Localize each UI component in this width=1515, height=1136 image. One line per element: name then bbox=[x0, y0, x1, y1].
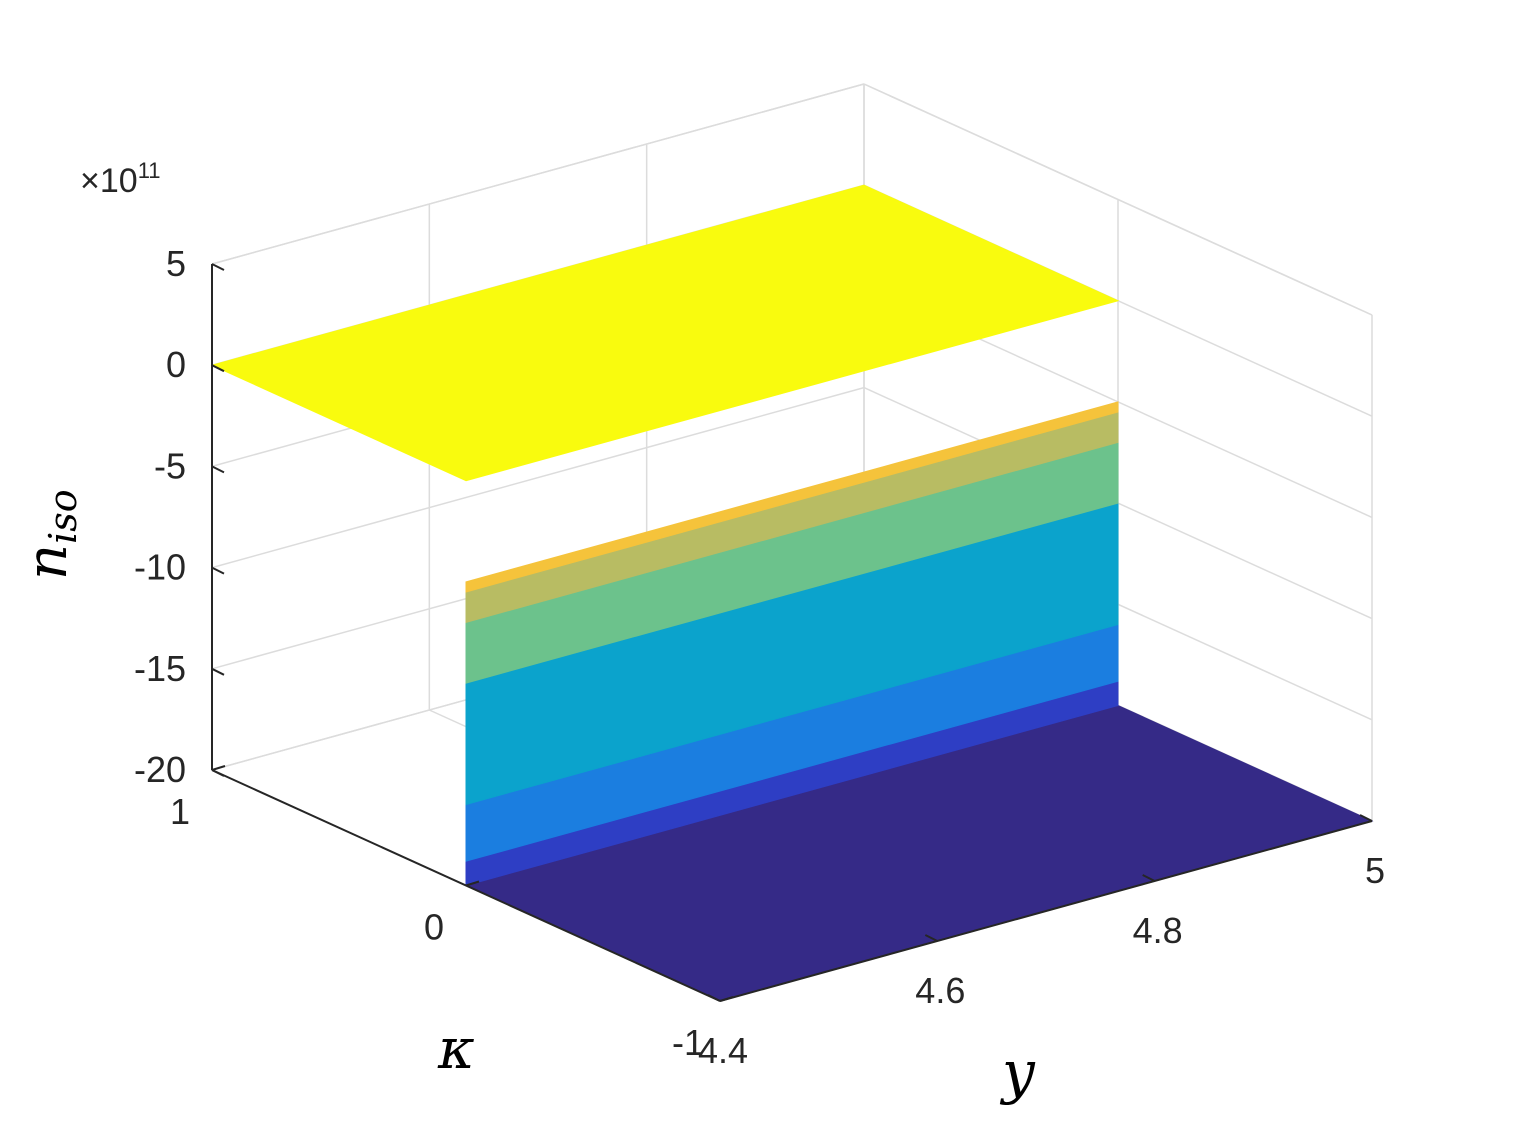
x-tick bbox=[1142, 874, 1156, 882]
step-band bbox=[465, 401, 1119, 593]
x-tick-label: 4.8 bbox=[1133, 910, 1183, 951]
x-tick-label: 4.4 bbox=[698, 1030, 748, 1071]
x-tick-label: 4.6 bbox=[915, 970, 965, 1011]
surface-layer bbox=[210, 184, 1374, 1002]
x-axis-title: y bbox=[999, 1038, 1036, 1106]
box-edge bbox=[211, 83, 865, 265]
kappa-tick bbox=[211, 765, 226, 771]
z-tick-label: -15 bbox=[134, 648, 186, 689]
x-tick bbox=[924, 934, 938, 942]
x-tick bbox=[707, 994, 721, 1002]
z-tick-label: -5 bbox=[154, 445, 186, 486]
grid-line bbox=[211, 386, 865, 569]
labels-layer: ×1011 κ y niso 4.44.64.85-101-20-15-10-5… bbox=[15, 158, 1385, 1106]
z-tick bbox=[211, 263, 225, 271]
z-tick bbox=[211, 465, 225, 474]
z-tick bbox=[211, 364, 225, 373]
x-tick bbox=[1359, 814, 1373, 822]
z-tick-label: -10 bbox=[134, 547, 186, 588]
kappa-tick bbox=[465, 880, 480, 887]
y-axis-title: κ bbox=[437, 1017, 475, 1082]
z-tick-label: 0 bbox=[166, 344, 186, 385]
z-exponent-label: ×1011 bbox=[80, 158, 161, 200]
z-tick-label: -20 bbox=[134, 749, 186, 790]
z-tick bbox=[211, 769, 225, 777]
kappa-tick-label: 1 bbox=[170, 791, 190, 832]
z-tick bbox=[211, 667, 225, 676]
z-tick-label: 5 bbox=[166, 243, 186, 284]
z-axis-title: niso bbox=[15, 489, 85, 580]
kappa-tick-label: -1 bbox=[672, 1022, 704, 1063]
axes-layer bbox=[211, 263, 1373, 1002]
x-axis-line bbox=[719, 820, 1373, 1002]
surface-high bbox=[210, 184, 1120, 482]
box-edge bbox=[863, 83, 1373, 316]
kappa-tick bbox=[719, 996, 734, 1002]
x-tick-label: 5 bbox=[1365, 850, 1385, 891]
z-tick bbox=[211, 566, 225, 575]
kappa-tick-label: 0 bbox=[424, 907, 444, 948]
